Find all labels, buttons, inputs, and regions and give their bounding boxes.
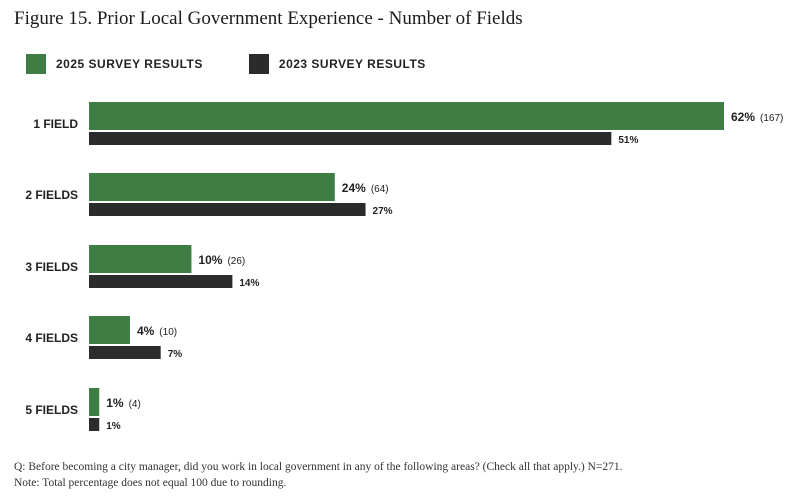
legend-swatch-2025 xyxy=(26,54,46,74)
legend-item-2025: 2025 SURVEY RESULTS xyxy=(26,54,203,74)
value-count-2025-1-field: (167) xyxy=(760,113,783,124)
value-label-2025-5-fields: 1% (4) xyxy=(106,396,141,410)
bar-2025-4-fields xyxy=(89,316,130,344)
value-label-2023-5-fields: 1% xyxy=(106,421,121,432)
bar-2023-2-fields xyxy=(89,203,366,216)
legend-swatch-2023 xyxy=(248,54,269,74)
category-label-1-field: 1 FIELD xyxy=(33,117,78,131)
category-label-4-fields: 4 FIELDS xyxy=(25,331,78,345)
bar-2023-4-fields xyxy=(89,346,161,359)
category-label-2-fields: 2 FIELDS xyxy=(25,188,78,202)
value-count-2025-5-fields: (4) xyxy=(129,399,141,410)
value-label-2023-3-fields: 14% xyxy=(239,278,259,289)
value-percent-2025-2-fields: 24% xyxy=(342,181,366,195)
category-label-3-fields: 3 FIELDS xyxy=(25,260,78,274)
bar-2023-3-fields xyxy=(89,275,233,288)
chart-legend: 2025 SURVEY RESULTS 2023 SURVEY RESULTS xyxy=(26,54,472,74)
value-label-2025-2-fields: 24% (64) xyxy=(342,181,389,195)
value-percent-2025-3-fields: 10% xyxy=(198,253,222,267)
chart-notes: Q: Before becoming a city manager, did y… xyxy=(14,459,623,491)
bar-2025-2-fields xyxy=(89,173,335,201)
value-label-2023-2-fields: 27% xyxy=(373,206,393,217)
category-label-5-fields: 5 FIELDS xyxy=(25,403,78,417)
value-count-2025-2-fields: (64) xyxy=(371,184,389,195)
bar-2023-5-fields xyxy=(89,418,100,431)
rounding-note: Note: Total percentage does not equal 10… xyxy=(14,477,287,489)
bar-2025-1-field xyxy=(89,102,724,130)
value-label-2025-3-fields: 10% (26) xyxy=(198,253,245,267)
bar-chart: 1 FIELD 62% (167) 51% 2 FIELDS 24% (64) 27% 3 FI… xyxy=(25,102,783,432)
bar-2025-3-fields xyxy=(89,245,192,273)
value-label-2025-1-field: 62% (167) xyxy=(731,110,783,124)
bar-2023-1-field xyxy=(89,132,612,145)
legend-item-2023: 2023 SURVEY RESULTS xyxy=(248,54,426,74)
survey-question-note: Q: Before becoming a city manager, did y… xyxy=(14,461,623,473)
legend-label-2025: 2025 SURVEY RESULTS xyxy=(56,57,203,71)
chart-title: Figure 15. Prior Local Government Experi… xyxy=(14,8,523,29)
legend-label-2023: 2023 SURVEY RESULTS xyxy=(278,57,426,71)
value-count-2025-4-fields: (10) xyxy=(159,327,177,338)
value-percent-2025-4-fields: 4% xyxy=(137,324,155,338)
value-label-2023-1-field: 51% xyxy=(618,135,638,146)
bar-2025-5-fields xyxy=(89,388,100,416)
value-count-2025-3-fields: (26) xyxy=(227,256,245,267)
value-label-2025-4-fields: 4% (10) xyxy=(137,324,177,338)
value-percent-2025-5-fields: 1% xyxy=(106,396,124,410)
value-percent-2025-1-field: 62% xyxy=(731,110,755,124)
value-label-2023-4-fields: 7% xyxy=(168,349,183,360)
